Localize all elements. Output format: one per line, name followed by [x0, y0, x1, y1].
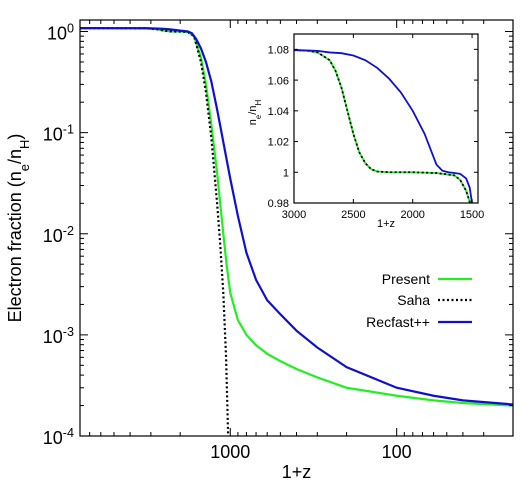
legend-label: Saha: [397, 292, 430, 308]
legend-label: Present: [382, 271, 430, 287]
y-tick-label: 10-4: [43, 426, 74, 448]
y-tick-label: 1.02: [268, 137, 289, 149]
series-line-saha: [80, 27, 230, 436]
y-tick-label: 100: [47, 22, 74, 44]
x-tick-label: 1000: [210, 442, 250, 462]
series-line-present: [80, 27, 513, 407]
y-tick-label: 1: [283, 167, 289, 179]
y-tick-label: 1.06: [268, 75, 289, 87]
inset-plot: 3000 2500 2000 1500 0.98 1 1.02 1.04 1.06 1.08 1+z…: [247, 33, 484, 230]
inset-series-line-saha: [294, 49, 472, 203]
y-tick-label: 10-1: [43, 123, 74, 145]
y-tick-label: 10-3: [43, 325, 74, 347]
legend-label: Recfast++: [366, 314, 430, 330]
x-axis-label: 1+z: [282, 462, 312, 482]
x-tick-label: 2000: [400, 209, 424, 221]
y-tick-label: 10-2: [43, 224, 74, 246]
x-tick-label: 100: [382, 442, 412, 462]
y-tick-label: 1.08: [268, 45, 289, 57]
legend: Present Saha Recfast++: [366, 271, 472, 330]
x-axis-label: 1+z: [377, 218, 395, 230]
x-tick-label: 2500: [341, 209, 365, 221]
plot-background: [294, 34, 478, 203]
y-tick-label: 0.98: [268, 198, 289, 210]
y-axis-label: Electron fraction (ne/nH): [5, 134, 32, 323]
plot-frame: [293, 33, 479, 204]
inset-y-axis-label: ne/nH: [247, 100, 263, 126]
x-tick-label: 3000: [282, 209, 306, 221]
x-tick-label: 1500: [460, 209, 484, 221]
series-line-recfast: [80, 27, 513, 406]
inset-series-line-recfast: [294, 49, 473, 203]
y-tick-label: 1.04: [268, 106, 289, 118]
